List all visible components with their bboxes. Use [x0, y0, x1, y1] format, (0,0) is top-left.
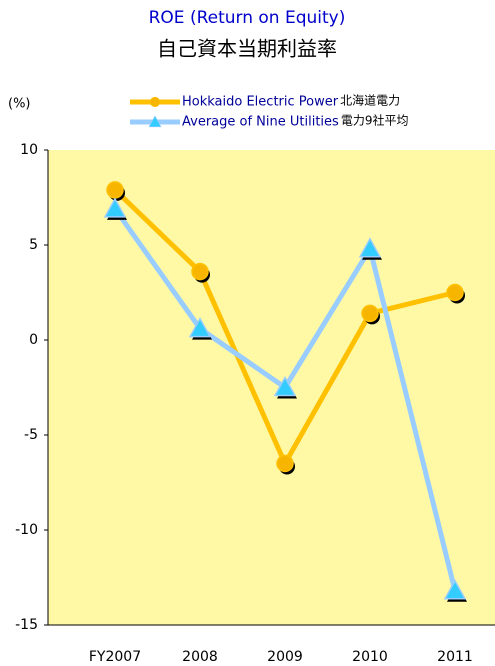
x-tick-label: 2008	[182, 649, 218, 665]
marker	[188, 317, 212, 338]
marker	[358, 237, 382, 258]
legend-label: Average of Nine Utilities	[182, 115, 339, 130]
x-tick-label: 2011	[437, 649, 473, 665]
marker	[103, 197, 127, 218]
chart-title: ROE (Return on Equity)	[149, 8, 346, 28]
y-tick-label: 10	[20, 142, 38, 158]
marker	[149, 96, 161, 108]
marker	[148, 115, 162, 128]
y-tick-label: -15	[15, 617, 38, 633]
marker	[276, 454, 294, 473]
legend-label: Hokkaido Electric Power	[182, 95, 339, 110]
y-tick-label: 0	[29, 332, 38, 348]
legend-label-ja: 電力9社平均	[341, 113, 409, 128]
y-tick-label: 5	[29, 237, 38, 253]
chart-subtitle: 自己資本当期利益率	[157, 37, 337, 61]
marker	[191, 262, 209, 281]
marker	[106, 181, 124, 199]
y-tick-label: -10	[15, 522, 38, 538]
x-tick-label: 2010	[352, 649, 388, 665]
legend-label-ja: 北海道電力	[340, 93, 400, 108]
marker	[361, 304, 379, 323]
plot-area	[48, 150, 495, 625]
x-tick-label: FY2007	[89, 649, 141, 665]
marker	[446, 283, 464, 302]
y-axis-label: (%)	[8, 97, 31, 112]
marker	[443, 579, 467, 600]
y-tick-label: -5	[24, 427, 38, 443]
x-tick-label: 2009	[267, 649, 303, 665]
marker	[273, 375, 297, 397]
